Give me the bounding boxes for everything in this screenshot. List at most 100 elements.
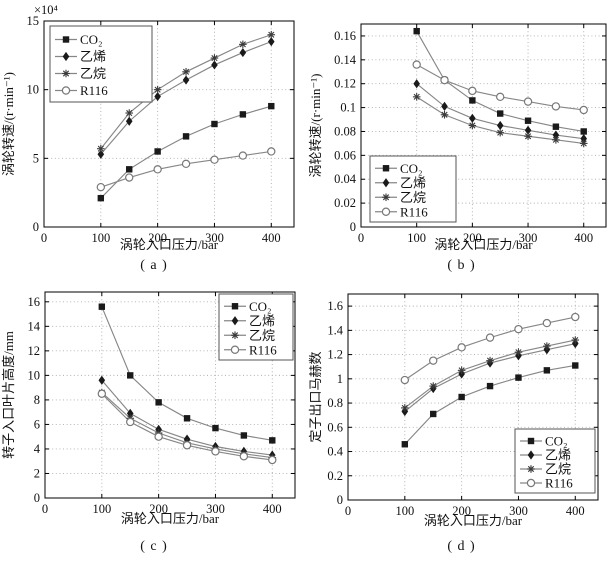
legend-marker (231, 331, 239, 340)
legend-marker (230, 345, 240, 354)
data-point (240, 432, 248, 439)
data-point (269, 437, 276, 444)
svg-text:0.6: 0.6 (327, 420, 343, 434)
data-point (153, 165, 162, 174)
data-point (485, 333, 495, 342)
svg-text:1: 1 (337, 372, 343, 386)
axis-ticks (347, 294, 598, 501)
svg-text:6: 6 (34, 417, 40, 431)
panel-c: 0 100 200 300 400 0 2 4 6 8 10 12 14 16 涡轮入口压力/bar 转子入口… (0, 280, 308, 561)
x-axis-label: 涡轮入口压力/bar (424, 513, 523, 528)
plot-box (347, 293, 599, 501)
svg-text:0.14: 0.14 (334, 53, 357, 67)
data-point (212, 424, 219, 432)
svg-text:400: 400 (574, 231, 593, 245)
svg-text:0: 0 (337, 493, 343, 507)
svg-text:400: 400 (566, 504, 585, 518)
svg-text:200: 200 (149, 502, 168, 516)
data-point (413, 27, 420, 35)
data-point (542, 318, 552, 328)
tick-labels: 0 100 200 300 400 0 5 10 15 (27, 14, 281, 245)
legend-marker (62, 36, 70, 43)
chart-a-canvas: 0 100 200 300 400 0 5 10 15 涡轮入口压力/bar 涡轮转速/(r·min… (1, 3, 295, 252)
tick-labels: 0 100 200 300 400 0 2 4 6 8 10 12 14 16 (28, 295, 282, 516)
svg-text:0: 0 (345, 504, 351, 518)
data-point (412, 93, 421, 101)
data-point (496, 128, 505, 137)
data-point (97, 149, 105, 159)
data-point (210, 155, 219, 164)
svg-text:200: 200 (463, 231, 482, 245)
data-point (543, 342, 551, 350)
data-point (268, 455, 277, 465)
svg-text:300: 300 (206, 502, 225, 516)
data-point (468, 121, 477, 130)
data-point (97, 389, 107, 398)
data-point (579, 139, 588, 148)
x-axis-label: 涡轮入口压力/bar (434, 237, 533, 252)
y-axis-label: 定子出口马赫数 (308, 351, 323, 442)
panel-a: 0 100 200 300 400 0 5 10 15 涡轮入口压力/bar 涡轮转速/(r·min… (0, 0, 308, 280)
data-point (524, 125, 532, 135)
legend-marker (527, 465, 535, 473)
legend-label: CO₂ (249, 299, 272, 314)
data-point (457, 366, 466, 375)
data-point (127, 372, 134, 379)
data-point (210, 54, 219, 62)
legend-label: 乙烷 (400, 190, 426, 205)
data-point (239, 40, 247, 49)
svg-text:16: 16 (28, 295, 41, 309)
data-point (401, 441, 409, 448)
x-axis-label: 涡轮入口压力/bar (121, 511, 220, 526)
legend-label: CO₂ (400, 161, 423, 176)
series-line-3 (101, 393, 273, 461)
legend-marker (62, 51, 70, 62)
data-point (183, 415, 191, 422)
data-point (497, 110, 504, 117)
plot-box (44, 291, 296, 499)
svg-text:5: 5 (33, 151, 39, 165)
legend-marker (382, 193, 390, 202)
x-axis-label: 涡轮入口压力/bar (120, 237, 219, 252)
svg-text:4: 4 (34, 442, 41, 456)
data-point (441, 101, 448, 111)
svg-text:0.12: 0.12 (334, 77, 356, 91)
data-point (239, 452, 249, 461)
svg-text:200: 200 (452, 504, 471, 518)
svg-text:8: 8 (34, 393, 40, 407)
legend-marker (382, 178, 390, 188)
svg-text:0.8: 0.8 (327, 396, 343, 410)
plot-box (43, 20, 295, 228)
data-point (126, 417, 135, 427)
data-point (514, 348, 523, 356)
data-point (580, 134, 588, 144)
legend-label: 乙烷 (545, 462, 571, 477)
tick-labels: 0 100 200 300 400 0 0.02 0.04 0.06 0.08 0.1 0.12 0.1… (334, 29, 593, 245)
data-point (154, 148, 161, 155)
data-point (401, 404, 409, 412)
data-point (515, 374, 522, 381)
svg-text:12: 12 (28, 344, 41, 358)
legend-label: 乙烯 (400, 175, 426, 190)
legend-label: R116 (80, 83, 108, 98)
legend-marker (526, 478, 536, 488)
svg-text:300: 300 (519, 231, 538, 245)
svg-text:0: 0 (358, 231, 364, 245)
data-point (486, 382, 494, 390)
data-point (182, 441, 192, 450)
axis-ticks (43, 20, 294, 228)
svg-text:2: 2 (34, 466, 40, 480)
legend-label: CO₂ (80, 32, 103, 47)
data-point (469, 113, 476, 123)
svg-text:0.02: 0.02 (334, 196, 356, 210)
legend-label: R116 (545, 476, 573, 491)
legend-label: R116 (400, 204, 428, 219)
legend-label: 乙烯 (80, 49, 106, 64)
data-point (181, 159, 191, 169)
svg-text:0.2: 0.2 (327, 469, 343, 483)
svg-text:0: 0 (33, 220, 39, 234)
data-point (400, 375, 410, 385)
data-point (571, 312, 580, 322)
